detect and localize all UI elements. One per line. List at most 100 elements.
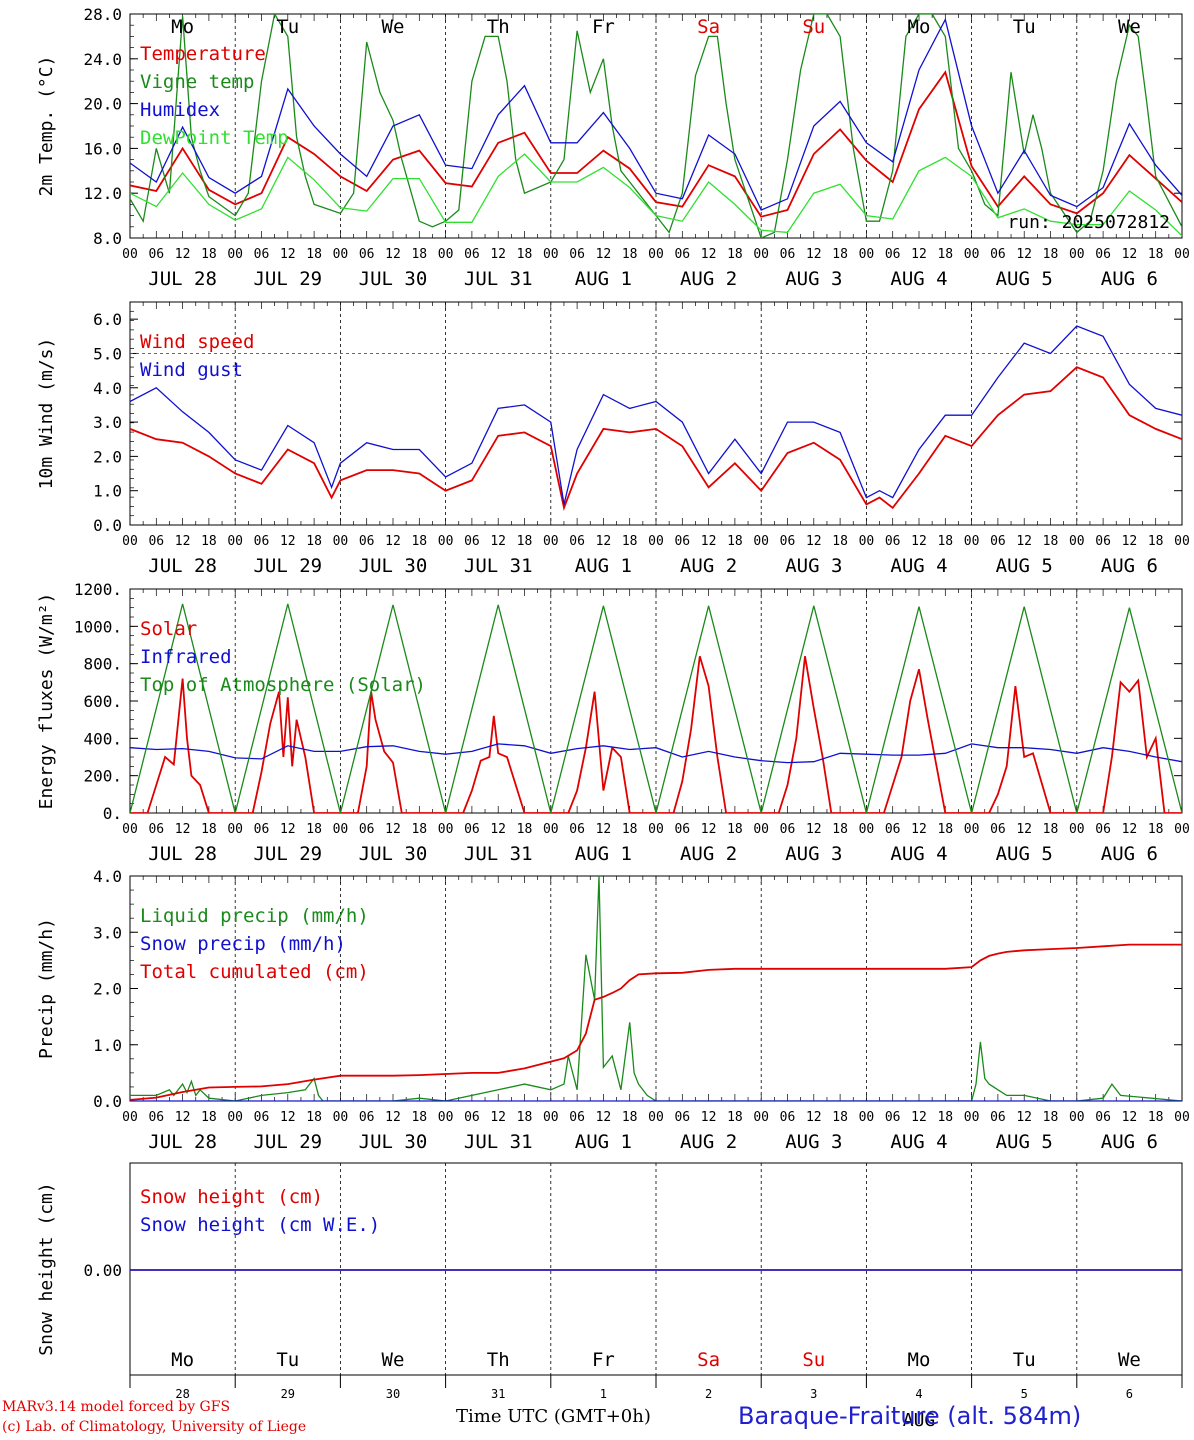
hour-tick-label: 06 xyxy=(1095,822,1111,837)
weekday-label: Tu xyxy=(276,1349,299,1371)
date-label: AUG 6 xyxy=(1101,1131,1158,1153)
lab-credit: (c) Lab. of Climatology, University of L… xyxy=(2,1419,307,1435)
hour-tick-label: 12 xyxy=(1122,1110,1138,1125)
date-label: JUL 30 xyxy=(359,555,428,577)
hour-tick-label: 00 xyxy=(753,822,769,837)
hour-tick-label: 06 xyxy=(359,247,375,262)
hour-tick-label: 06 xyxy=(1095,534,1111,549)
hour-tick-label: 06 xyxy=(148,534,164,549)
hour-tick-label: 12 xyxy=(1016,822,1032,837)
hour-tick-label: 06 xyxy=(780,822,796,837)
hour-tick-label: 06 xyxy=(569,534,585,549)
hour-tick-label: 06 xyxy=(254,1110,270,1125)
hour-tick-label: 00 xyxy=(753,1110,769,1125)
hour-tick-label: 00 xyxy=(438,534,454,549)
date-label: JUL 30 xyxy=(359,268,428,290)
date-label: AUG 2 xyxy=(680,843,737,865)
hour-tick-label: 06 xyxy=(569,1110,585,1125)
time-axis-label: Time UTC (GMT+0h) xyxy=(456,1406,651,1427)
date-label: AUG 1 xyxy=(575,1131,632,1153)
weekday-label: Th xyxy=(487,1349,510,1371)
date-label: AUG 4 xyxy=(890,555,947,577)
day-number-label: 28 xyxy=(175,1387,189,1401)
series-line-vigne-temp xyxy=(130,14,1182,238)
series-line-wind-gust xyxy=(130,325,1182,505)
hour-tick-label: 18 xyxy=(517,534,533,549)
hour-tick-label: 06 xyxy=(359,534,375,549)
hour-tick-label: 06 xyxy=(990,534,1006,549)
hour-tick-label: 06 xyxy=(148,1110,164,1125)
y-axis-label: Precip (mm/h) xyxy=(36,918,57,1059)
hour-tick-label: 12 xyxy=(806,247,822,262)
hour-tick-label: 00 xyxy=(964,534,980,549)
hour-tick-label: 00 xyxy=(122,247,138,262)
hour-tick-label: 18 xyxy=(622,822,638,837)
date-label: AUG 4 xyxy=(890,843,947,865)
y-tick-label: 1.0 xyxy=(93,482,122,501)
series-line-solar xyxy=(130,655,1182,813)
legend-entry: Total cumulated (cm) xyxy=(140,961,369,983)
plot-frame xyxy=(129,13,1183,239)
y-tick-label: 24.0 xyxy=(83,50,122,69)
series-line-dewpoint-temp xyxy=(130,153,1182,237)
hour-tick-label: 12 xyxy=(911,822,927,837)
date-label: AUG 2 xyxy=(680,268,737,290)
hour-tick-label: 06 xyxy=(254,822,270,837)
hour-tick-label: 18 xyxy=(832,247,848,262)
y-tick-label: 28.0 xyxy=(83,5,122,24)
hour-tick-label: 00 xyxy=(964,1110,980,1125)
hour-tick-label: 06 xyxy=(1095,1110,1111,1125)
hour-tick-label: 06 xyxy=(464,1110,480,1125)
hour-tick-label: 06 xyxy=(674,247,690,262)
hour-tick-label: 18 xyxy=(727,822,743,837)
hour-tick-label: 00 xyxy=(648,1110,664,1125)
y-axis-label: Energy fluxes (W/m²) xyxy=(36,593,57,810)
weekday-label: Su xyxy=(802,16,825,38)
y-tick-label: 0.00 xyxy=(83,1261,122,1280)
y-tick-label: 6.0 xyxy=(93,310,122,329)
legend-entry: Infrared xyxy=(140,646,232,668)
date-label: JUL 31 xyxy=(464,843,533,865)
hour-tick-label: 00 xyxy=(964,247,980,262)
hour-tick-label: 06 xyxy=(569,822,585,837)
day-number-label: 5 xyxy=(1021,1387,1028,1401)
hour-tick-label: 00 xyxy=(648,534,664,549)
y-tick-label: 400. xyxy=(83,729,122,748)
y-tick-label: 20.0 xyxy=(83,95,122,114)
y-axis-label: 2m Temp. (°C) xyxy=(36,56,57,197)
hour-tick-label: 00 xyxy=(543,534,559,549)
legend-entry: Temperature xyxy=(140,43,266,65)
weekday-label: Fr xyxy=(592,1349,615,1371)
date-label: AUG 2 xyxy=(680,1131,737,1153)
hour-tick-label: 06 xyxy=(780,1110,796,1125)
y-tick-label: 200. xyxy=(83,767,122,786)
legend-entry: Vigne temp xyxy=(140,71,254,93)
hour-tick-label: 06 xyxy=(990,822,1006,837)
y-axis-label: 10m Wind (m/s) xyxy=(36,338,57,490)
hour-tick-label: 00 xyxy=(648,822,664,837)
hour-tick-label: 06 xyxy=(1095,247,1111,262)
date-label: AUG 4 xyxy=(890,268,947,290)
hour-tick-label: 00 xyxy=(1174,247,1190,262)
y-tick-label: 12.0 xyxy=(83,184,122,203)
day-number-label: 6 xyxy=(1126,1387,1133,1401)
series-line-wind-speed xyxy=(130,366,1182,511)
date-label: AUG 3 xyxy=(785,1131,842,1153)
hour-tick-label: 18 xyxy=(411,247,427,262)
hour-tick-label: 12 xyxy=(1016,247,1032,262)
hour-tick-label: 18 xyxy=(1043,822,1059,837)
plot-frame xyxy=(129,301,1183,526)
hour-tick-label: 06 xyxy=(254,247,270,262)
date-label: AUG 6 xyxy=(1101,555,1158,577)
hour-tick-label: 06 xyxy=(990,247,1006,262)
date-label: JUL 31 xyxy=(464,1131,533,1153)
y-axis-label: Snow height (cm) xyxy=(36,1182,57,1355)
date-label: AUG 5 xyxy=(996,1131,1053,1153)
weekday-label: We xyxy=(382,16,405,38)
weekday-label: Mo xyxy=(171,16,194,38)
hour-tick-label: 00 xyxy=(1069,534,1085,549)
hour-tick-label: 06 xyxy=(254,534,270,549)
hour-tick-label: 12 xyxy=(385,1110,401,1125)
date-label: AUG 5 xyxy=(996,843,1053,865)
chart-panel-4: 0.0 1.0 2.0 3.0 4.0 00 06 12 18 00 06 12 18 00 06 12 18 0… xyxy=(36,867,1190,1153)
